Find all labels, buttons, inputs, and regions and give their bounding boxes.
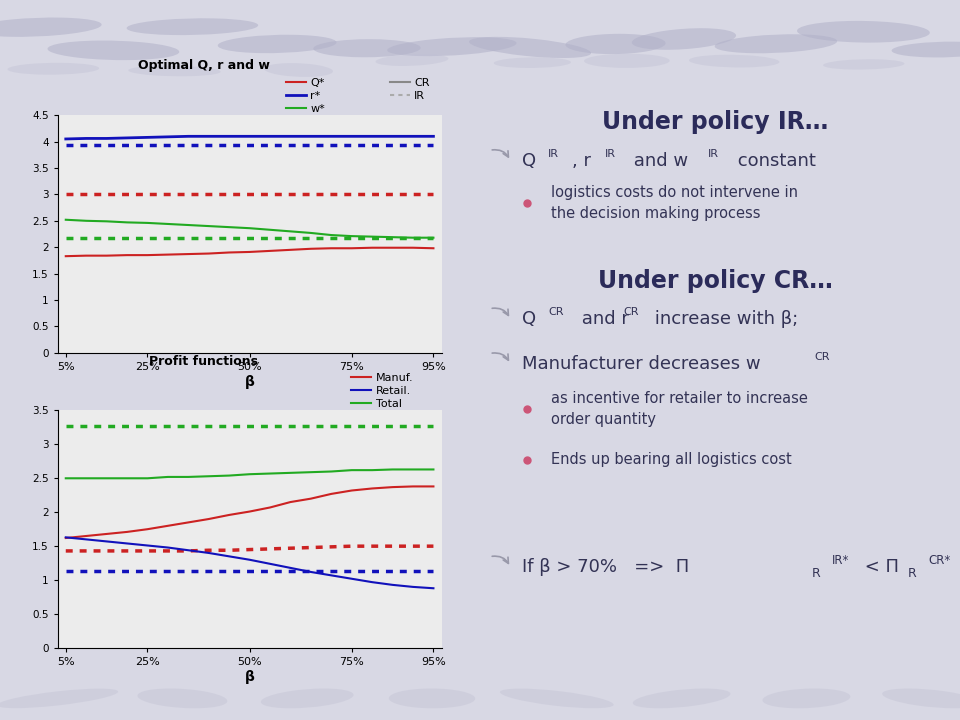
Ellipse shape (469, 37, 591, 58)
Text: If β > 70%   =>  Π: If β > 70% => Π (522, 559, 689, 577)
Ellipse shape (892, 42, 960, 58)
Ellipse shape (565, 34, 665, 54)
Ellipse shape (0, 17, 102, 37)
Text: IR: IR (548, 149, 560, 159)
Text: constant: constant (732, 152, 816, 170)
Ellipse shape (823, 59, 904, 70)
Ellipse shape (633, 688, 731, 708)
Ellipse shape (8, 63, 99, 75)
Text: CR: CR (623, 307, 639, 318)
Ellipse shape (762, 688, 851, 708)
Text: Ends up bearing all logistics cost: Ends up bearing all logistics cost (550, 452, 791, 467)
Ellipse shape (313, 39, 420, 58)
Ellipse shape (500, 688, 613, 708)
Text: R: R (811, 567, 821, 580)
Text: and w: and w (628, 152, 688, 170)
Ellipse shape (493, 58, 571, 68)
Text: IR: IR (708, 149, 719, 159)
Text: Profit functions: Profit functions (149, 355, 258, 368)
Ellipse shape (714, 35, 837, 53)
Ellipse shape (0, 688, 118, 708)
Text: Under policy IR…: Under policy IR… (602, 110, 828, 135)
Ellipse shape (797, 21, 930, 42)
Text: IR: IR (605, 149, 615, 159)
Text: Optimal Q, r and w: Optimal Q, r and w (137, 60, 270, 73)
X-axis label: β: β (245, 670, 254, 684)
Text: , r: , r (572, 152, 590, 170)
Ellipse shape (264, 63, 333, 77)
Text: logistics costs do not intervene in
the decision making process: logistics costs do not intervene in the … (550, 185, 798, 221)
Ellipse shape (47, 40, 180, 60)
X-axis label: β: β (245, 374, 254, 389)
Ellipse shape (632, 28, 736, 50)
Text: and r: and r (576, 310, 630, 328)
Ellipse shape (129, 66, 221, 76)
Ellipse shape (127, 18, 258, 35)
Text: CR*: CR* (928, 554, 950, 567)
Text: R: R (908, 567, 917, 580)
Text: CR: CR (548, 307, 564, 318)
Ellipse shape (584, 54, 670, 68)
Legend: CR, IR: CR, IR (390, 78, 429, 101)
Ellipse shape (137, 688, 228, 708)
Ellipse shape (882, 688, 960, 708)
Text: Q: Q (522, 310, 537, 328)
Text: Under policy CR…: Under policy CR… (598, 269, 832, 292)
Text: < Π: < Π (858, 559, 899, 577)
Ellipse shape (387, 37, 516, 56)
Text: as incentive for retailer to increase
order quantity: as incentive for retailer to increase or… (550, 391, 807, 427)
Text: Manufacturer decreases w: Manufacturer decreases w (522, 355, 761, 373)
Text: CR: CR (814, 351, 829, 361)
Ellipse shape (375, 54, 448, 66)
Text: Q: Q (522, 152, 537, 170)
Ellipse shape (261, 688, 353, 708)
Ellipse shape (689, 55, 780, 68)
Ellipse shape (389, 688, 475, 708)
Text: increase with β;: increase with β; (649, 310, 799, 328)
Text: IR*: IR* (832, 554, 850, 567)
Legend: Manuf., Retail., Total: Manuf., Retail., Total (351, 373, 413, 409)
Ellipse shape (218, 35, 337, 53)
